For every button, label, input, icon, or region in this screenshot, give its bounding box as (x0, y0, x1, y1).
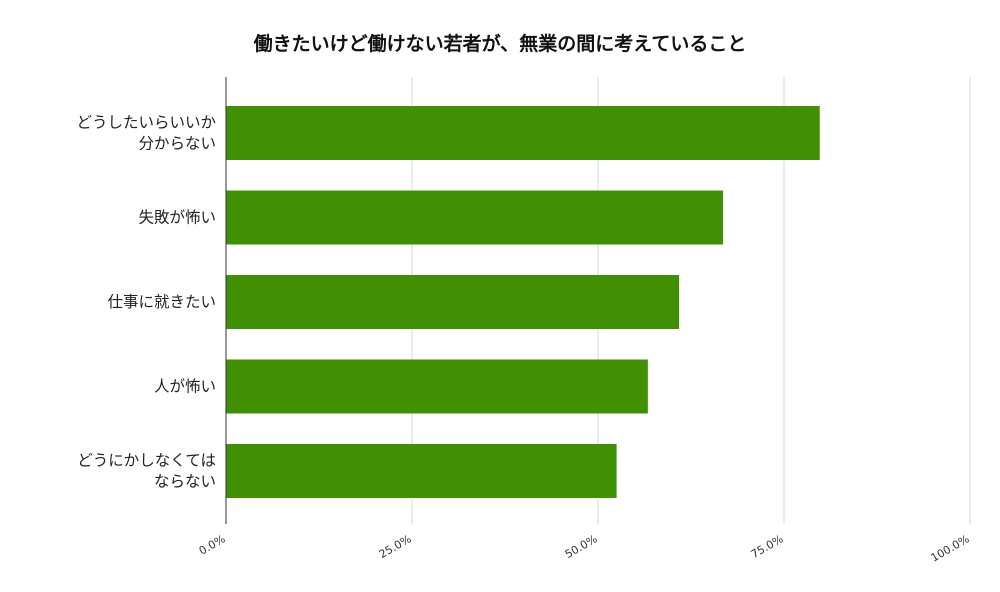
category-label-2: 仕事に就きたい (107, 293, 216, 311)
bar-1 (226, 190, 723, 245)
category-label-3: 人が怖い (154, 378, 216, 396)
x-tick-label-2: 50.0% (563, 532, 600, 561)
category-label-4: どうにかしなくてはならない (77, 452, 216, 491)
bar-2 (226, 275, 680, 329)
category-label-1: 失敗が怖い (138, 209, 216, 227)
bars (226, 106, 820, 498)
chart-title: 働きたいけど働けない若者が、無業の間に考えていること (253, 32, 747, 55)
x-tick-label-1: 25.0% (377, 532, 414, 561)
category-label-0: どうしたいらいいか分からない (76, 114, 216, 153)
bar-4 (226, 444, 617, 498)
x-tick-label-4: 100.0% (929, 532, 972, 564)
x-tick-label-3: 75.0% (749, 532, 786, 561)
bar-0 (226, 106, 820, 160)
category-labels: どうしたいらいいか分からない失敗が怖い仕事に就きたい人が怖いどうにかしなくてはな… (76, 114, 216, 491)
x-tick-label-0: 0.0% (197, 532, 228, 557)
x-tick-labels: 0.0% 25.0% 50.0% 75.0% 100.0% (197, 532, 972, 564)
bar-3 (226, 359, 648, 414)
